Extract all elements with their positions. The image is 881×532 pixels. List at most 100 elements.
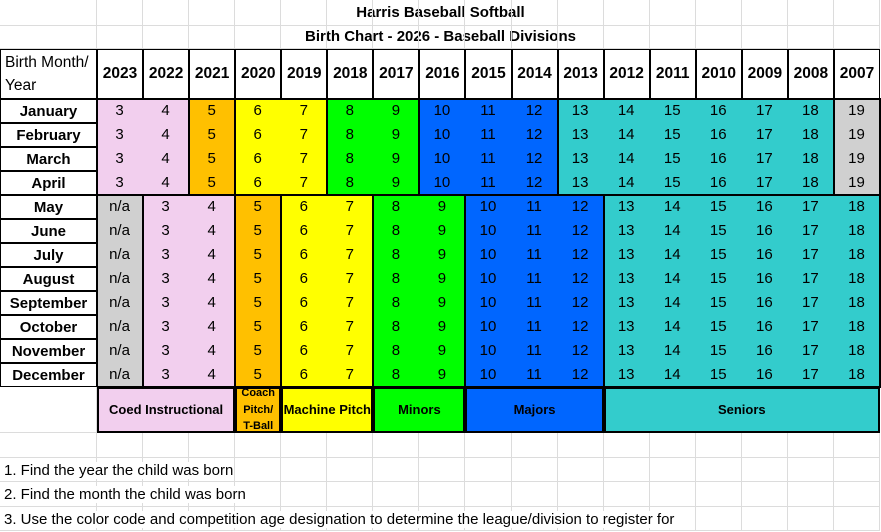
age-cell: 15: [695, 267, 742, 291]
grid-cell: [97, 433, 144, 458]
grid-cell: [787, 26, 834, 49]
grid-cell: [419, 0, 466, 26]
grid-cell: [603, 457, 650, 482]
grid-cell: [465, 457, 512, 482]
age-cell: n/a: [97, 315, 144, 339]
age-cell: 11: [511, 339, 558, 363]
age-cell: 14: [603, 123, 650, 147]
grid-cell: [511, 26, 558, 49]
grid-cell: [419, 482, 466, 507]
age-cell: 12: [557, 291, 604, 315]
age-cell: 3: [97, 147, 144, 171]
age-cell: 19: [833, 123, 880, 147]
age-cell: 7: [281, 123, 328, 147]
age-cell: 18: [833, 363, 880, 387]
age-cell: 7: [327, 291, 374, 315]
grid-cell: [649, 482, 696, 507]
age-cell: 9: [373, 147, 420, 171]
age-cell: 13: [603, 363, 650, 387]
age-cell: 3: [97, 123, 144, 147]
age-cell: 4: [143, 147, 190, 171]
grid-cell: [143, 26, 190, 49]
age-cell: 3: [143, 195, 190, 219]
age-cell: 4: [189, 219, 236, 243]
grid-cell: [511, 433, 558, 458]
age-cell: 16: [695, 123, 742, 147]
age-cell: 8: [373, 363, 420, 387]
grid-cell: [373, 0, 420, 26]
age-cell: n/a: [97, 267, 144, 291]
age-cell: 7: [281, 147, 328, 171]
grid-cell: [695, 433, 742, 458]
age-cell: 16: [695, 171, 742, 195]
age-cell: 18: [833, 315, 880, 339]
year-header: 2007: [833, 49, 880, 99]
age-cell: 13: [603, 219, 650, 243]
grid-cell: [741, 0, 788, 26]
age-cell: 7: [327, 339, 374, 363]
age-cell: 5: [235, 219, 282, 243]
age-cell: 3: [143, 267, 190, 291]
age-cell: 5: [235, 195, 282, 219]
grid-cell: [557, 0, 604, 26]
year-header: 2011: [649, 49, 696, 99]
age-cell: 4: [189, 195, 236, 219]
age-cell: 14: [649, 363, 696, 387]
grid-cell: [281, 0, 328, 26]
age-cell: 5: [235, 339, 282, 363]
month-label: August: [0, 267, 97, 291]
year-header: 2021: [189, 49, 236, 99]
age-cell: 4: [189, 267, 236, 291]
grid-cell: [189, 433, 236, 458]
age-cell: 9: [373, 123, 420, 147]
age-cell: n/a: [97, 195, 144, 219]
age-cell: 9: [419, 363, 466, 387]
grid-cell: [833, 506, 880, 531]
year-header: 2022: [143, 49, 190, 99]
age-cell: 9: [419, 267, 466, 291]
age-cell: 10: [465, 315, 512, 339]
age-cell: 6: [235, 99, 282, 123]
age-cell: 6: [281, 291, 328, 315]
age-cell: 13: [603, 339, 650, 363]
age-cell: 19: [833, 99, 880, 123]
age-cell: 14: [649, 339, 696, 363]
age-cell: 15: [649, 123, 696, 147]
month-label: December: [0, 363, 97, 387]
age-cell: 17: [741, 147, 788, 171]
age-cell: 9: [419, 195, 466, 219]
year-header: 2014: [511, 49, 558, 99]
grid-cell: [833, 457, 880, 482]
grid-cell: [603, 26, 650, 49]
age-cell: 18: [833, 195, 880, 219]
age-cell: 12: [511, 123, 558, 147]
grid-cell: [833, 26, 880, 49]
grid-cell: [557, 26, 604, 49]
age-cell: 12: [511, 99, 558, 123]
grid-cell: [373, 433, 420, 458]
grid-cell: [235, 26, 282, 49]
year-header: 2015: [465, 49, 512, 99]
header-label: Birth Month/ Year: [0, 49, 97, 99]
grid-cell: [557, 457, 604, 482]
grid-cell: [327, 457, 374, 482]
age-cell: 13: [603, 267, 650, 291]
month-label: February: [0, 123, 97, 147]
age-cell: 11: [511, 195, 558, 219]
year-header: 2019: [281, 49, 328, 99]
grid-cell: [695, 0, 742, 26]
grid-cell: [281, 433, 328, 458]
age-cell: 6: [281, 363, 328, 387]
grid-cell: [373, 457, 420, 482]
grid-cell: [649, 433, 696, 458]
age-cell: n/a: [97, 363, 144, 387]
age-cell: 9: [373, 99, 420, 123]
age-cell: 11: [465, 123, 512, 147]
age-cell: 4: [189, 291, 236, 315]
year-header: 2023: [97, 49, 144, 99]
age-cell: 4: [143, 123, 190, 147]
age-cell: 4: [189, 315, 236, 339]
age-cell: 15: [695, 291, 742, 315]
grid-cell: [787, 457, 834, 482]
age-cell: 5: [189, 147, 236, 171]
